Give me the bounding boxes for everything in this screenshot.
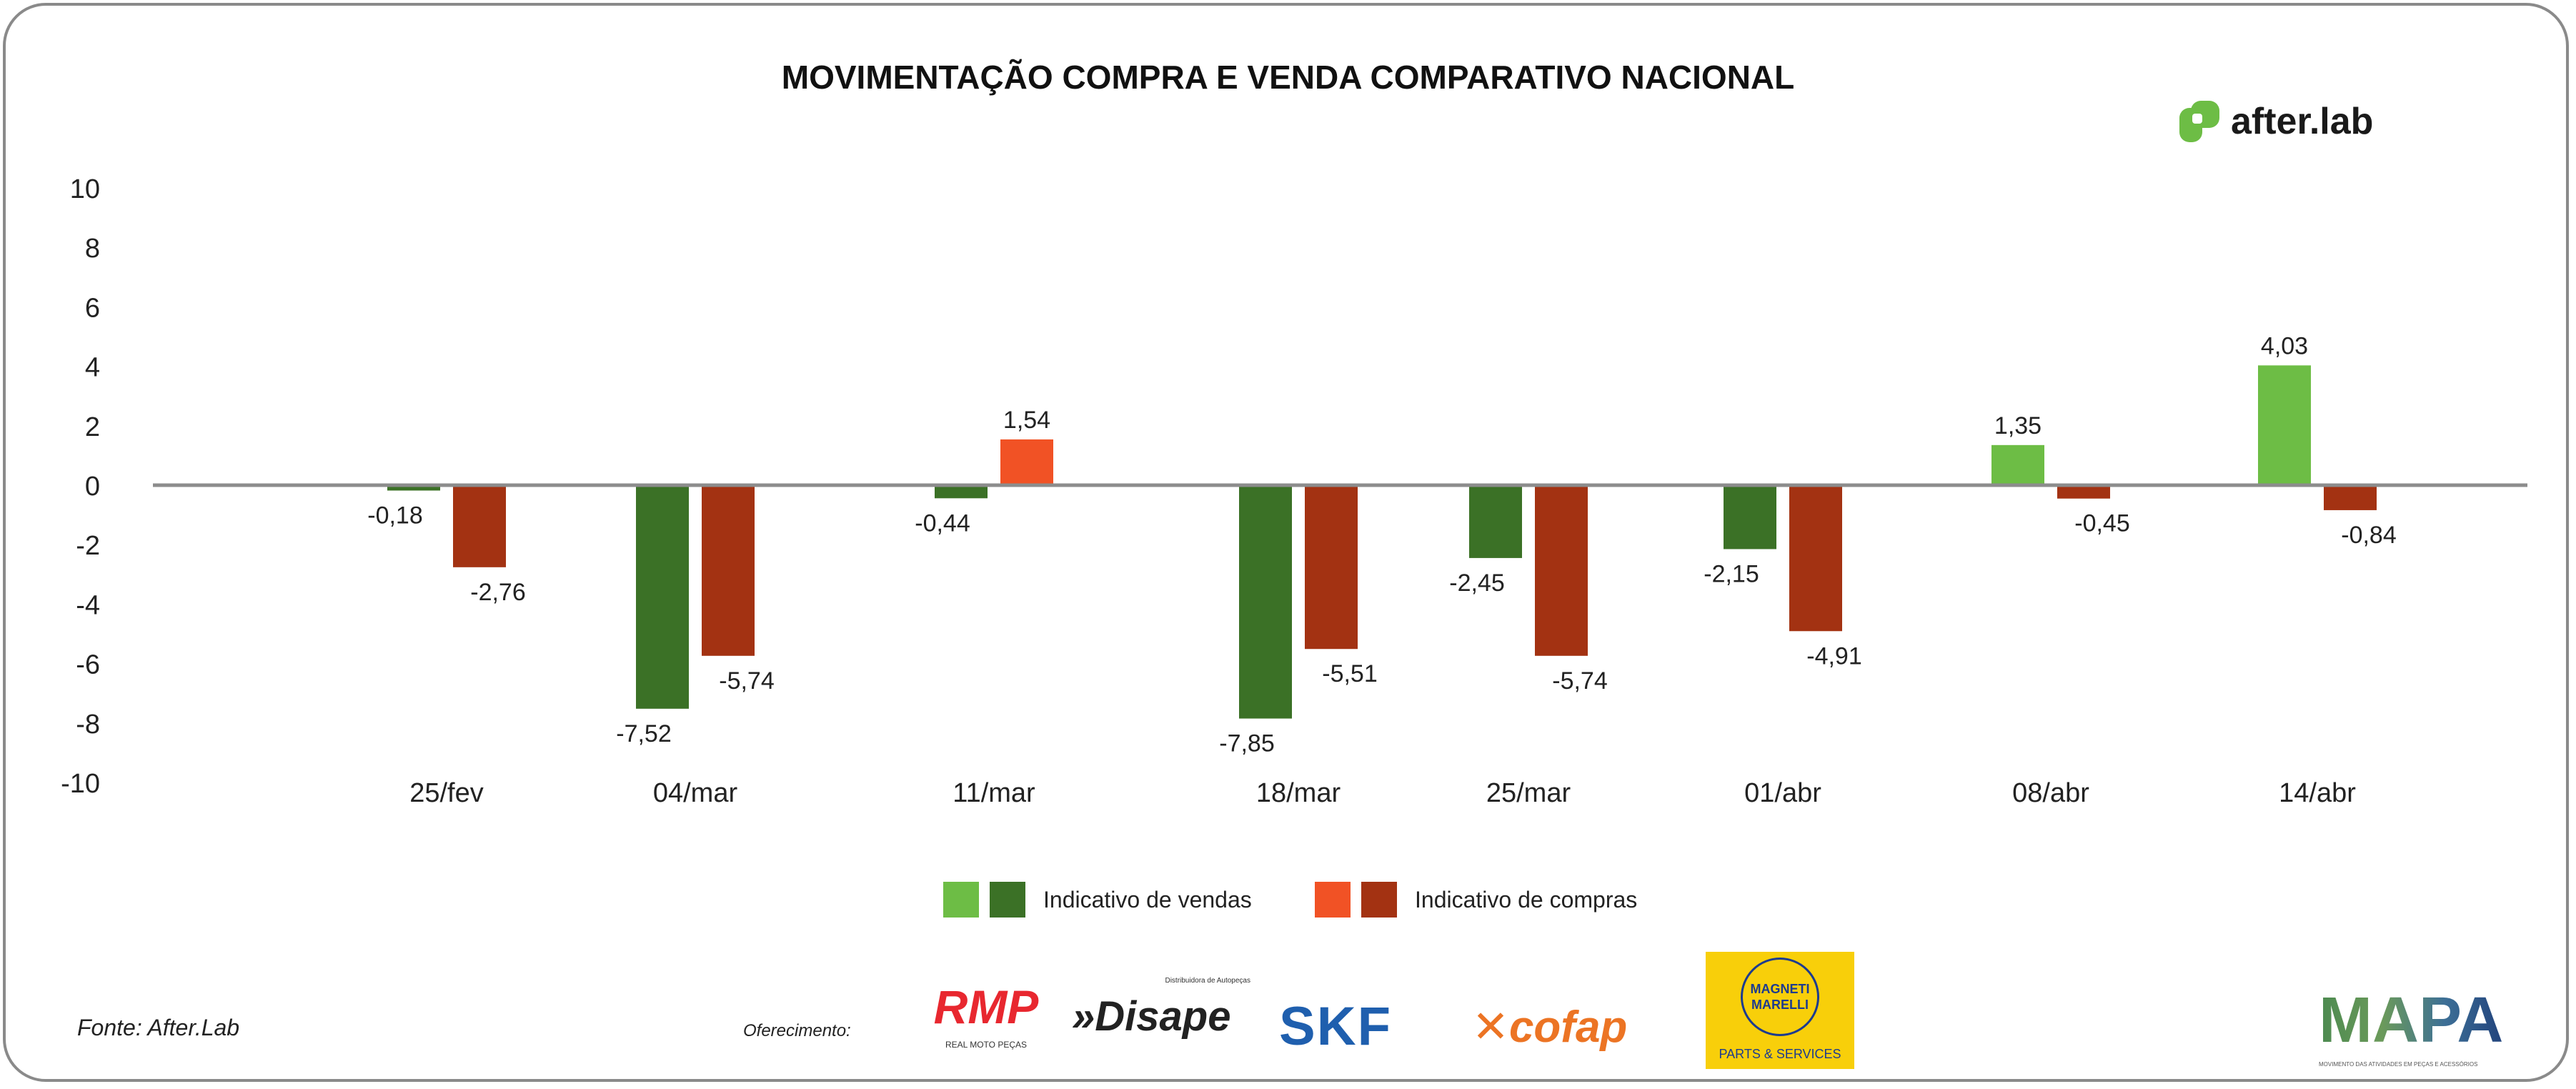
data-label: -5,74 (1552, 667, 1608, 695)
x-tick-label: 11/mar (953, 778, 1035, 808)
y-tick-label: -10 (61, 769, 100, 799)
data-label: -0,84 (2341, 522, 2397, 549)
mapa-logo: MAPA MOVIMENTO DAS ATIVIDADES EM PEÇAS E… (2319, 985, 2508, 1069)
cofap-logo: ✕cofap (1472, 1000, 1627, 1055)
legend-swatch-vendas-negative (990, 882, 1025, 918)
bar-compras (1305, 485, 1358, 650)
sponsor-label: Oferecimento: (743, 1021, 851, 1040)
data-label: 1,35 (1994, 412, 2042, 439)
bar-vendas (636, 485, 689, 709)
skf-logo: SKF (1279, 996, 1392, 1057)
y-tick-label: 8 (85, 234, 100, 264)
legend-label-compras: Indicativo de compras (1415, 887, 1638, 913)
bar-compras (2057, 485, 2110, 499)
x-tick-label: 14/abr (2279, 778, 2356, 808)
disape-wordmark: Disape (1095, 993, 1231, 1040)
legend-swatch-compras-negative (1361, 882, 1397, 918)
data-label: -0,18 (367, 502, 423, 529)
bar-chart: 10 8 6 4 2 0 -2 -4 -6 -8 -10 -0,18 -7,52 -0,44 -7,85 -2… (61, 174, 2527, 808)
magneti-marelli-tagline: PARTS & SERVICES (1719, 1047, 1841, 1061)
bar-compras (1000, 439, 1053, 485)
afterlab-logo: after.lab (2179, 100, 2373, 143)
data-label: -7,85 (1219, 730, 1275, 757)
x-tick-label: 18/mar (1256, 778, 1341, 808)
bar-vendas (1239, 485, 1292, 719)
bar-vendas (935, 485, 988, 499)
y-tick-label: 2 (85, 412, 100, 442)
data-label: -0,45 (2074, 510, 2130, 537)
bar-compras (1789, 485, 1842, 632)
bar-vendas (387, 485, 440, 491)
y-tick-label: 6 (85, 293, 100, 323)
magneti-marelli-logo: MAGNETI MARELLI PARTS & SERVICES (1706, 952, 1854, 1069)
x-tick-label: 25/mar (1486, 778, 1571, 808)
x-tick-label: 01/abr (1744, 778, 1821, 808)
bar-vendas (1991, 444, 2044, 485)
y-tick-label: 4 (85, 353, 100, 383)
mapa-wordmark: MAPA (2319, 985, 2508, 1056)
disape-logo: Distribuidora de Autopeças »Disape (1072, 977, 1250, 1040)
legend-swatch-vendas-positive (943, 882, 979, 918)
data-label: -5,51 (1322, 660, 1378, 687)
chart-title: MOVIMENTAÇÃO COMPRA E VENDA COMPARATIVO … (781, 59, 1795, 96)
cofap-wordmark: cofap (1508, 1003, 1628, 1052)
bar-compras (453, 485, 506, 567)
y-tick-label: 10 (70, 174, 100, 204)
y-tick-label: -8 (76, 710, 100, 740)
data-label: 4,03 (2261, 332, 2308, 359)
bar-vendas (1724, 485, 1776, 550)
bar-compras (1535, 485, 1588, 656)
bar-compras (702, 485, 755, 656)
data-label: -2,76 (470, 579, 526, 606)
mapa-tagline: MOVIMENTO DAS ATIVIDADES EM PEÇAS E ACES… (2319, 1061, 2478, 1068)
bar-vendas (2258, 365, 2311, 485)
data-label: -5,74 (719, 667, 775, 695)
data-label: -2,45 (1449, 570, 1505, 597)
data-label: 1,54 (1003, 407, 1050, 434)
disape-tagline: Distribuidora de Autopeças (1165, 977, 1250, 985)
y-tick-label: 0 (85, 472, 100, 502)
magneti-marelli-wordmark: MAGNETI MARELLI (1741, 958, 1819, 1036)
y-tick-label: -6 (76, 650, 100, 680)
rmp-logo: RMP REAL MOTO PEÇAS (922, 980, 1050, 1050)
afterlab-name: after.lab (2231, 101, 2374, 142)
legend-label-vendas: Indicativo de vendas (1043, 887, 1252, 913)
x-tick-label: 04/mar (653, 778, 738, 808)
y-tick-label: -4 (76, 590, 100, 620)
cofap-x-icon: ✕ (1472, 1003, 1509, 1052)
rmp-tagline: REAL MOTO PEÇAS (945, 1040, 1028, 1050)
bar-vendas (1469, 485, 1522, 558)
bar-compras (2324, 485, 2377, 510)
y-tick-label: -2 (76, 531, 100, 561)
legend-swatch-compras-positive (1315, 882, 1351, 918)
data-label: -2,15 (1704, 560, 1759, 587)
rmp-wordmark: RMP (933, 980, 1039, 1033)
x-tick-label: 08/abr (2012, 778, 2089, 808)
data-label: -7,52 (616, 720, 672, 747)
data-label: -0,44 (915, 509, 970, 537)
source-note: Fonte: After.Lab (77, 1015, 240, 1040)
x-tick-label: 25/fev (409, 778, 484, 808)
chart-frame (3, 3, 2569, 1082)
afterlab-mark-icon (2179, 101, 2224, 142)
data-label: -4,91 (1806, 642, 1862, 670)
